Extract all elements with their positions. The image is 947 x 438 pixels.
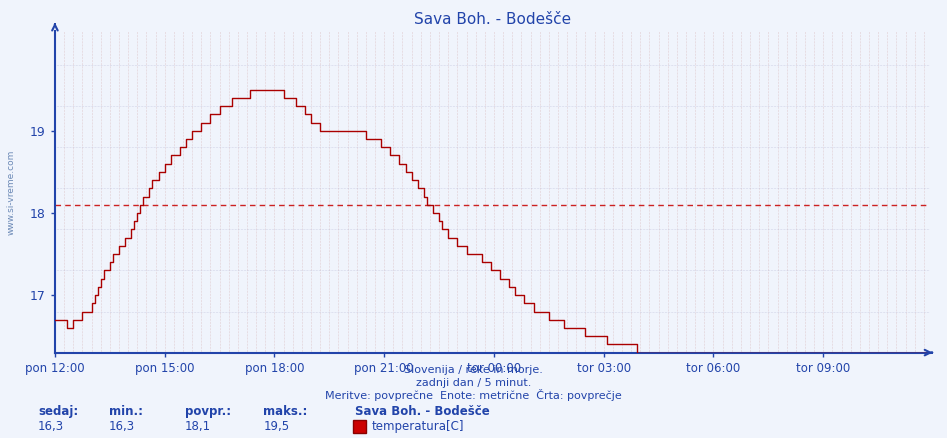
Text: 18,1: 18,1 — [185, 420, 211, 433]
Text: maks.:: maks.: — [263, 405, 308, 418]
Text: Sava Boh. - Bodešče: Sava Boh. - Bodešče — [355, 405, 490, 418]
Text: sedaj:: sedaj: — [38, 405, 79, 418]
Text: temperatura[C]: temperatura[C] — [371, 420, 464, 433]
Text: min.:: min.: — [109, 405, 143, 418]
Text: www.si-vreme.com: www.si-vreme.com — [7, 150, 16, 235]
Text: 16,3: 16,3 — [109, 420, 135, 433]
Text: povpr.:: povpr.: — [185, 405, 231, 418]
Text: Slovenija / reke in morje.: Slovenija / reke in morje. — [404, 365, 543, 375]
Text: zadnji dan / 5 minut.: zadnji dan / 5 minut. — [416, 378, 531, 389]
Text: 19,5: 19,5 — [263, 420, 290, 433]
Text: Meritve: povprečne  Enote: metrične  Črta: povprečje: Meritve: povprečne Enote: metrične Črta:… — [325, 389, 622, 402]
Text: 16,3: 16,3 — [38, 420, 64, 433]
Title: Sava Boh. - Bodešče: Sava Boh. - Bodešče — [414, 12, 571, 27]
